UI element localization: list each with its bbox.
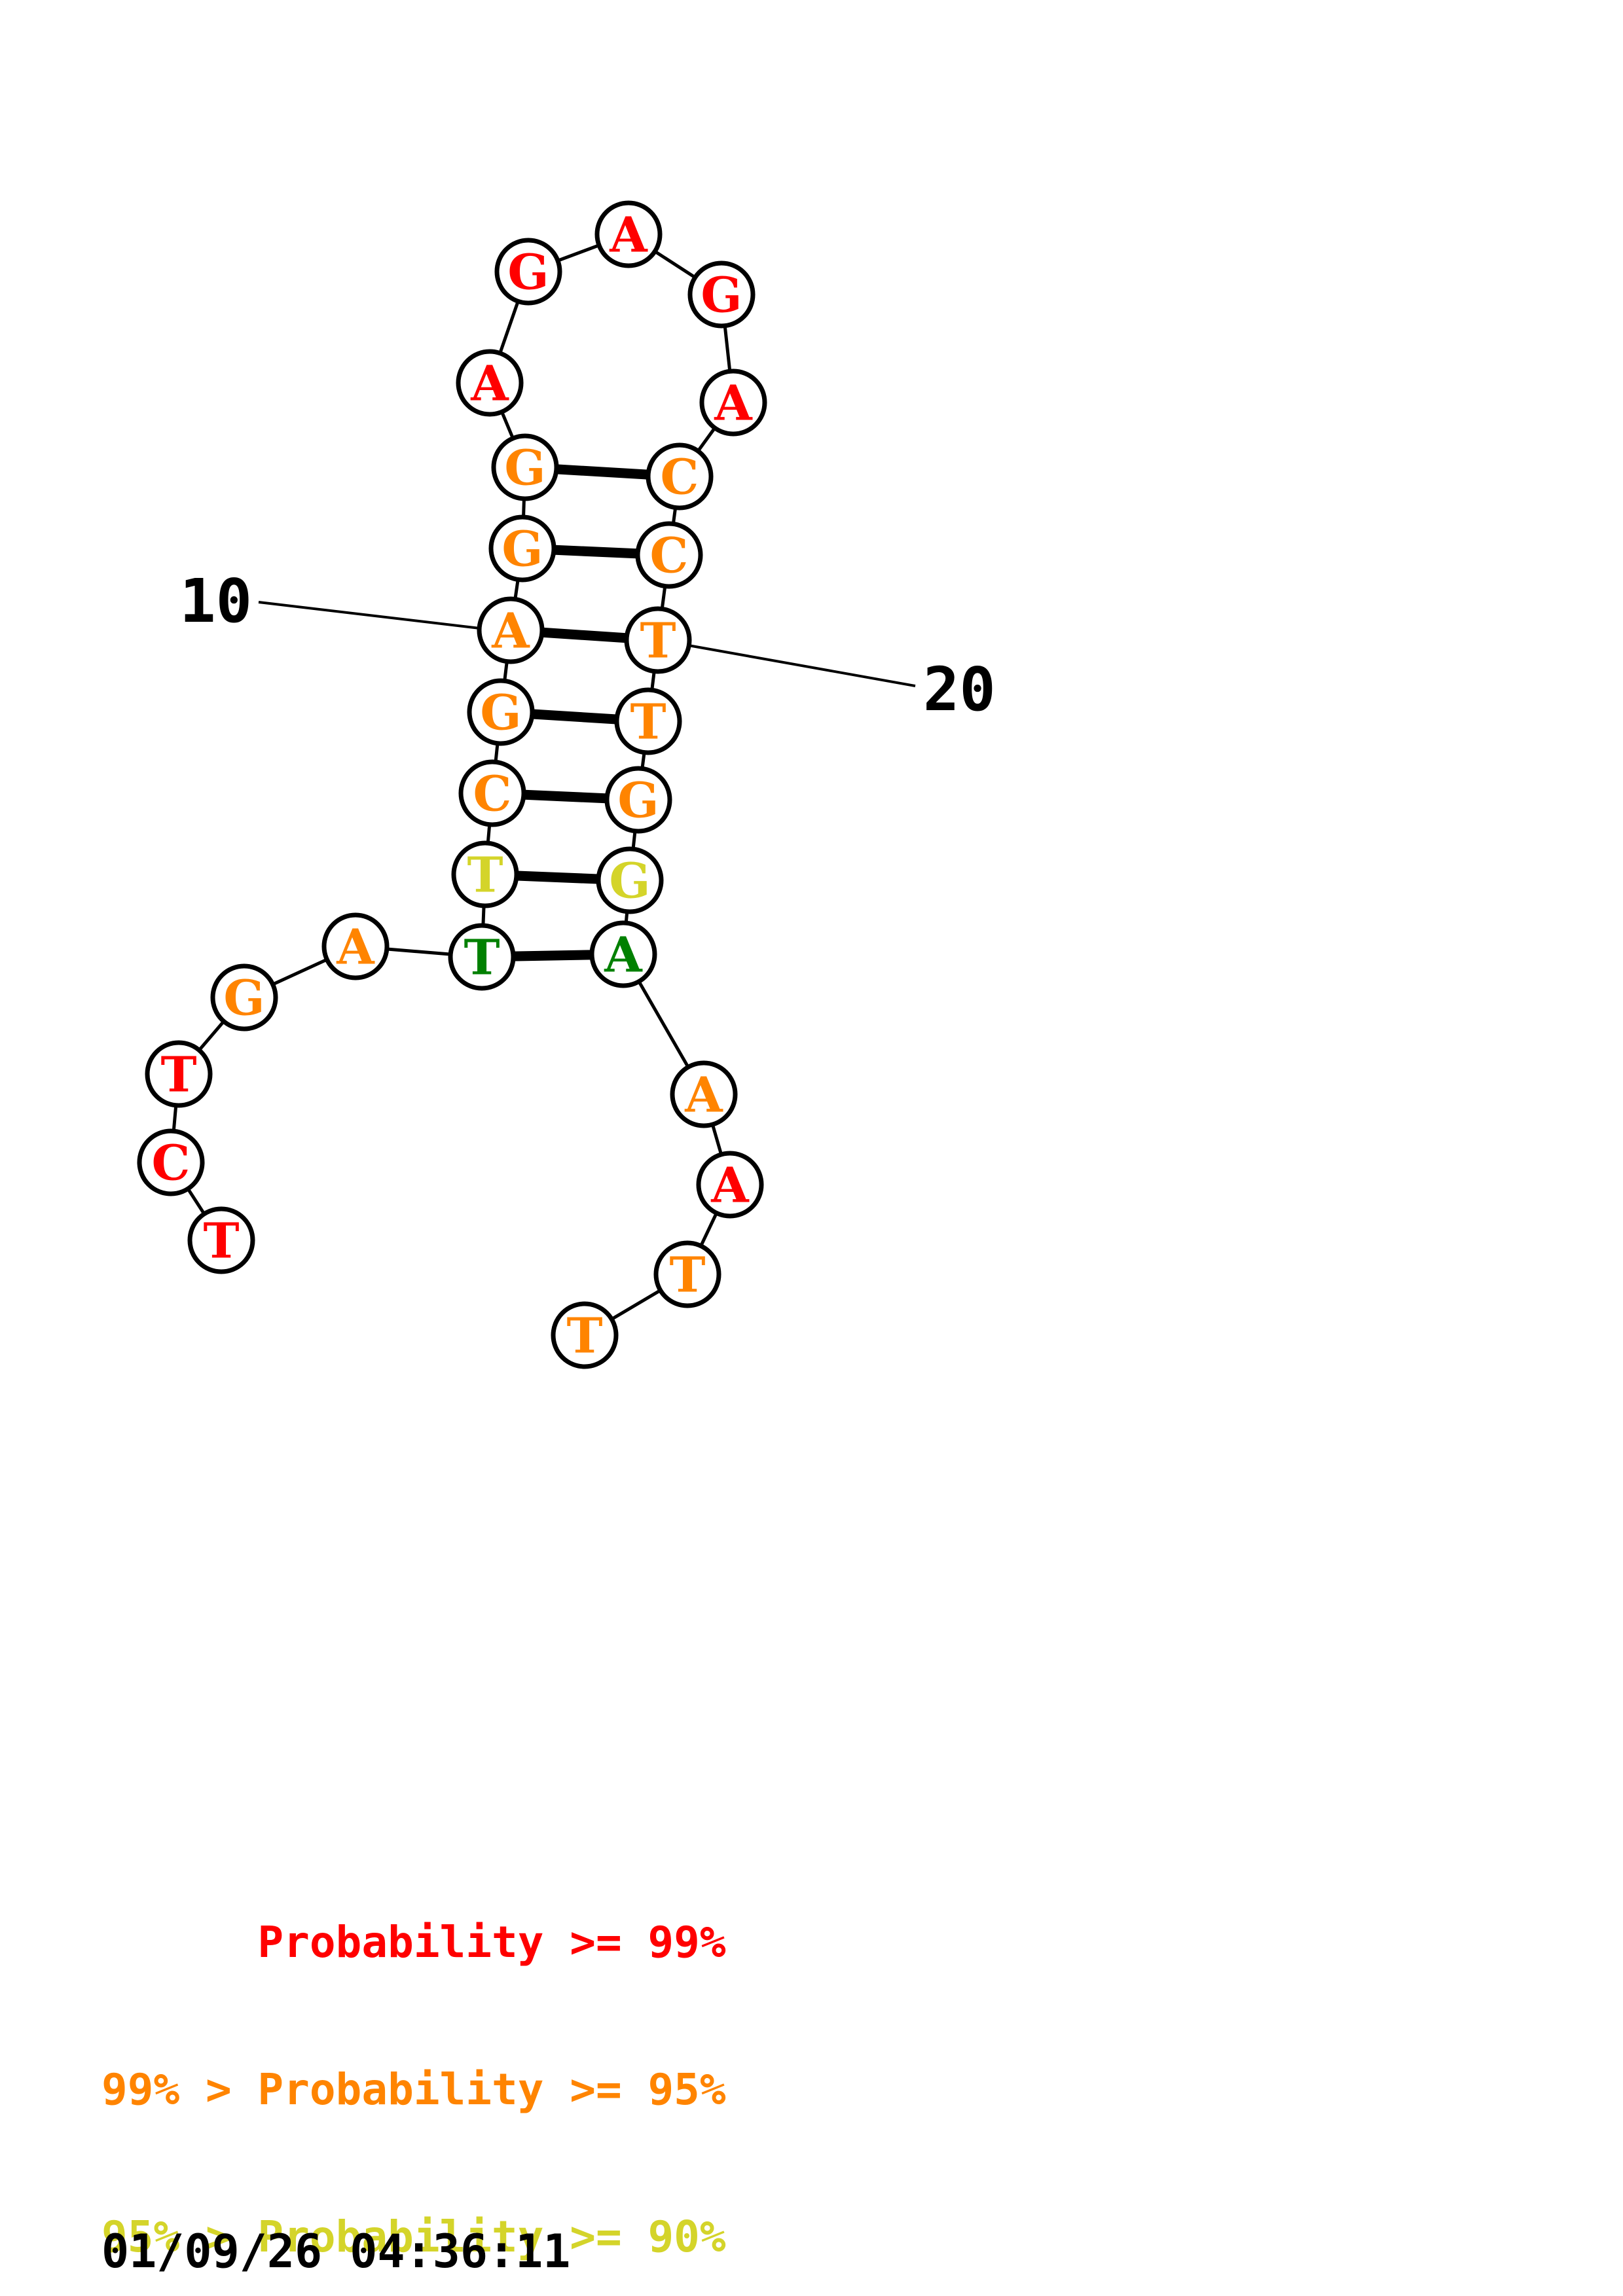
nucleotide-circle-25 xyxy=(670,1060,738,1128)
nucleotide-circle-9 xyxy=(467,678,535,746)
nucleotide-letter-22-G: G xyxy=(617,773,659,829)
nucleotide-circle-14 xyxy=(494,238,562,306)
nucleotide-letter-14-G: G xyxy=(507,245,549,301)
nucleotide-letter-25-A: A xyxy=(684,1067,723,1124)
nucleotide-circle-20 xyxy=(624,606,692,674)
nucleotide-circle-24 xyxy=(589,920,657,988)
nucleotide-circle-18 xyxy=(646,442,714,511)
nucleotide-letter-17-A: A xyxy=(714,376,753,432)
nucleotide-circle-11 xyxy=(488,514,556,583)
nucleotide-circle-13 xyxy=(456,349,524,417)
nucleotide-letter-18-C: C xyxy=(661,450,699,506)
nucleotide-circle-15 xyxy=(594,200,663,268)
probability-color-legend: Probability >= 99% 99% > Probability >= … xyxy=(101,1820,726,2296)
nucleotide-letter-8-C: C xyxy=(473,766,512,823)
nucleotide-letter-13-A: A xyxy=(470,356,509,412)
nucleotide-circle-10 xyxy=(477,596,545,664)
nucleotide-circle-28 xyxy=(551,1301,619,1369)
nucleotide-circle-19 xyxy=(635,521,703,589)
nucleotide-circle-4 xyxy=(210,963,278,1031)
nucleotide-letter-28-T: T xyxy=(566,1308,602,1365)
nucleotide-circle-22 xyxy=(604,766,672,834)
nucleotide-letter-4-G: G xyxy=(223,971,264,1027)
nucleotide-circle-16 xyxy=(687,260,756,329)
nucleotide-circle-21 xyxy=(614,687,682,755)
nucleotide-letter-21-T: T xyxy=(630,694,666,751)
nucleotide-circle-2 xyxy=(137,1128,205,1196)
nucleotide-letter-19-C: C xyxy=(650,528,689,584)
nucleotide-letter-3-T: T xyxy=(160,1047,196,1103)
legend-row-90to95: 95% > Probability >= 90% xyxy=(101,2212,726,2262)
nucleotide-letter-24-A: A xyxy=(604,927,643,984)
nucleotide-letter-15-A: A xyxy=(609,207,648,264)
nucleotide-letter-1-T: T xyxy=(203,1213,239,1270)
nucleotide-letter-9-G: G xyxy=(480,685,521,742)
nucleotide-letter-27-T: T xyxy=(669,1247,705,1304)
nucleotide-letter-6-T: T xyxy=(464,930,500,986)
position-label-20: 20 xyxy=(923,655,996,725)
nucleotide-circle-23 xyxy=(596,846,664,914)
nucleotide-circle-17 xyxy=(699,368,767,437)
nucleotide-letter-16-G: G xyxy=(701,268,742,324)
nucleotide-circle-27 xyxy=(653,1240,721,1308)
nucleotide-circle-12 xyxy=(491,433,559,501)
nucleotide-letter-20-T: T xyxy=(640,613,676,670)
nucleotide-letter-11-G: G xyxy=(501,522,543,578)
nucleotide-circle-5 xyxy=(321,912,390,980)
nucleotide-circle-7 xyxy=(451,840,519,908)
position-label-line-10 xyxy=(258,601,492,631)
nucleotide-letter-26-A: A xyxy=(710,1158,750,1214)
nucleotide-circle-3 xyxy=(145,1040,213,1108)
nucleotide-letter-2-C: C xyxy=(152,1136,191,1192)
nucleotide-circle-8 xyxy=(458,759,526,827)
nucleotide-letter-7-T: T xyxy=(467,848,503,904)
timestamp: 01/09/26 04:36:11 xyxy=(101,2225,571,2278)
nucleotide-letter-23-G: G xyxy=(609,853,650,910)
nucleotide-letter-10-A: A xyxy=(491,603,530,660)
legend-row-95to99: 99% > Probability >= 95% xyxy=(101,2064,726,2115)
nucleotide-circle-6 xyxy=(448,923,516,991)
nucleotide-letter-5-A: A xyxy=(336,920,375,976)
position-label-line-20 xyxy=(680,643,916,687)
nucleotide-circle-1 xyxy=(187,1206,255,1274)
nucleotide-circle-26 xyxy=(696,1151,764,1219)
position-label-10: 10 xyxy=(179,566,252,636)
legend-row-ge99: Probability >= 99% xyxy=(257,1917,726,1967)
nucleotide-letter-12-G: G xyxy=(504,440,545,497)
